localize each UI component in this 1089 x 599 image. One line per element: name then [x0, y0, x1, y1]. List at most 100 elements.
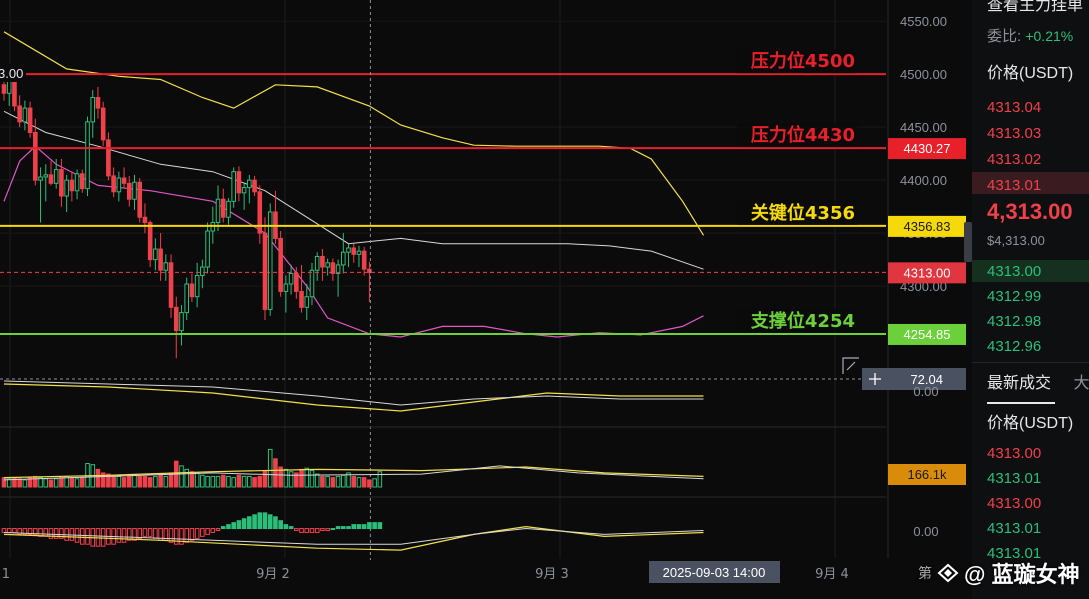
macd-histogram-bar — [215, 528, 221, 531]
macd-histogram-bar — [85, 528, 90, 545]
macd-dif-line — [3, 525, 704, 551]
candle-body — [231, 171, 236, 202]
candle-body — [184, 283, 189, 314]
weibo-logo-icon — [937, 563, 959, 583]
candle-body — [304, 296, 310, 308]
last-price-badge-text: 4313.00 — [904, 265, 951, 280]
trade-row[interactable]: 4313.00 — [987, 445, 1042, 462]
candle-body — [95, 96, 101, 109]
last-price-badge — [888, 262, 966, 284]
order-ratio-value: +0.21% — [1025, 28, 1074, 44]
candle-body — [288, 272, 294, 285]
candle-body — [90, 96, 96, 123]
candle-body — [132, 181, 137, 200]
macd-histogram-bar — [241, 518, 247, 530]
volume-bar — [267, 448, 273, 488]
trades-tab-large[interactable]: 大 — [1073, 375, 1089, 392]
volume-bar — [168, 472, 174, 488]
candle-body — [38, 176, 43, 181]
bid-row[interactable]: 4312.96 — [987, 338, 1042, 355]
volume-bar — [220, 474, 226, 488]
time-axis-label: 9月 3 — [535, 567, 569, 582]
level-price-badge-text: 4254.85 — [904, 327, 951, 342]
macd-histogram-bar — [1, 528, 7, 533]
macd-histogram-bar — [200, 528, 205, 537]
volume-bar — [367, 479, 372, 488]
bid-row[interactable]: 4313.00 — [987, 263, 1042, 280]
level-price-badge — [888, 138, 966, 160]
volume-bar — [351, 475, 357, 488]
volume-bar — [158, 474, 163, 488]
bid-row[interactable]: 4312.99 — [987, 288, 1042, 305]
macd-histogram-bar — [27, 528, 33, 535]
volume-bar — [262, 470, 268, 488]
panel-divider — [972, 362, 1089, 363]
candle-body — [64, 179, 69, 197]
bid-row[interactable]: 4312.98 — [987, 313, 1042, 330]
macd-histogram-bar — [116, 528, 122, 543]
trade-row[interactable]: 4313.01 — [987, 520, 1042, 537]
candlestick-chart[interactable]: 4550.004500.004450.004400.004350.004300.… — [0, 0, 968, 599]
ask-row[interactable]: 4313.03 — [987, 125, 1042, 142]
volume-bar — [132, 474, 137, 488]
candle-body — [43, 174, 49, 178]
order-book-title[interactable]: 查看主力挂单 — [987, 0, 1084, 14]
volume-bar — [341, 474, 346, 488]
candle-body — [205, 230, 210, 268]
ask-row[interactable]: 4313.01 — [987, 177, 1042, 194]
candle-body — [252, 179, 257, 193]
level-price-badge — [888, 215, 966, 237]
chart-area[interactable]: 4550.004500.004450.004400.004350.004300.… — [0, 0, 968, 599]
trade-row[interactable]: 4313.00 — [987, 495, 1042, 512]
trade-row[interactable]: 4313.01 — [987, 545, 1042, 562]
trade-row[interactable]: 4313.01 — [987, 470, 1042, 487]
candle-body — [294, 272, 299, 292]
macd-histogram-bar — [189, 528, 195, 541]
volume-bar — [38, 477, 43, 488]
volume-bar — [377, 471, 383, 488]
candle-body — [346, 247, 351, 253]
candle-body — [179, 312, 184, 332]
macd-histogram-bar — [184, 528, 189, 543]
volume-bar — [304, 467, 310, 488]
macd-histogram-bar — [179, 528, 184, 545]
volume-bar — [299, 468, 304, 488]
bollinger-mid-line — [3, 110, 704, 270]
volume-bar — [320, 475, 325, 488]
macd-histogram-bar — [356, 524, 362, 530]
bid-depth-bar — [972, 260, 1089, 282]
macd-histogram-bar — [377, 522, 383, 530]
volume-bar — [346, 472, 351, 488]
volume-bar — [257, 475, 263, 488]
candle-body — [17, 105, 22, 123]
candle-body — [200, 266, 205, 277]
candle-body — [341, 251, 346, 266]
indicator-line-yellow — [3, 383, 704, 412]
volume-bar — [33, 475, 38, 488]
candle-body — [158, 248, 163, 271]
volume-ma-white — [3, 465, 704, 481]
macd-histogram-bar — [367, 522, 372, 530]
volume-bar — [335, 475, 341, 488]
trades-tab[interactable]: 最新成交 — [987, 375, 1052, 392]
candle-body — [335, 264, 341, 274]
ask-row[interactable]: 4313.02 — [987, 151, 1042, 168]
candle-body — [299, 290, 304, 308]
macd-histogram-bar — [220, 526, 226, 530]
macd-histogram-bar — [142, 528, 148, 537]
crosshair-time-badge-text: 2025-09-03 14:00 — [663, 565, 766, 580]
candle-body — [137, 181, 143, 218]
ask-row[interactable]: 4313.04 — [987, 99, 1042, 116]
macd-histogram-bar — [12, 528, 17, 533]
candle-body — [106, 139, 111, 177]
candle-body — [48, 174, 54, 184]
candle-body — [168, 262, 174, 308]
volume-bar — [1, 477, 7, 488]
volume-bar — [278, 466, 283, 488]
candle-body — [314, 255, 320, 271]
level-price-badge-text: 4356.83 — [904, 219, 951, 234]
volume-bar — [53, 478, 59, 488]
macd-histogram-bar — [320, 528, 325, 531]
panel-collapse-handle[interactable] — [964, 222, 972, 262]
candle-body — [100, 107, 106, 141]
